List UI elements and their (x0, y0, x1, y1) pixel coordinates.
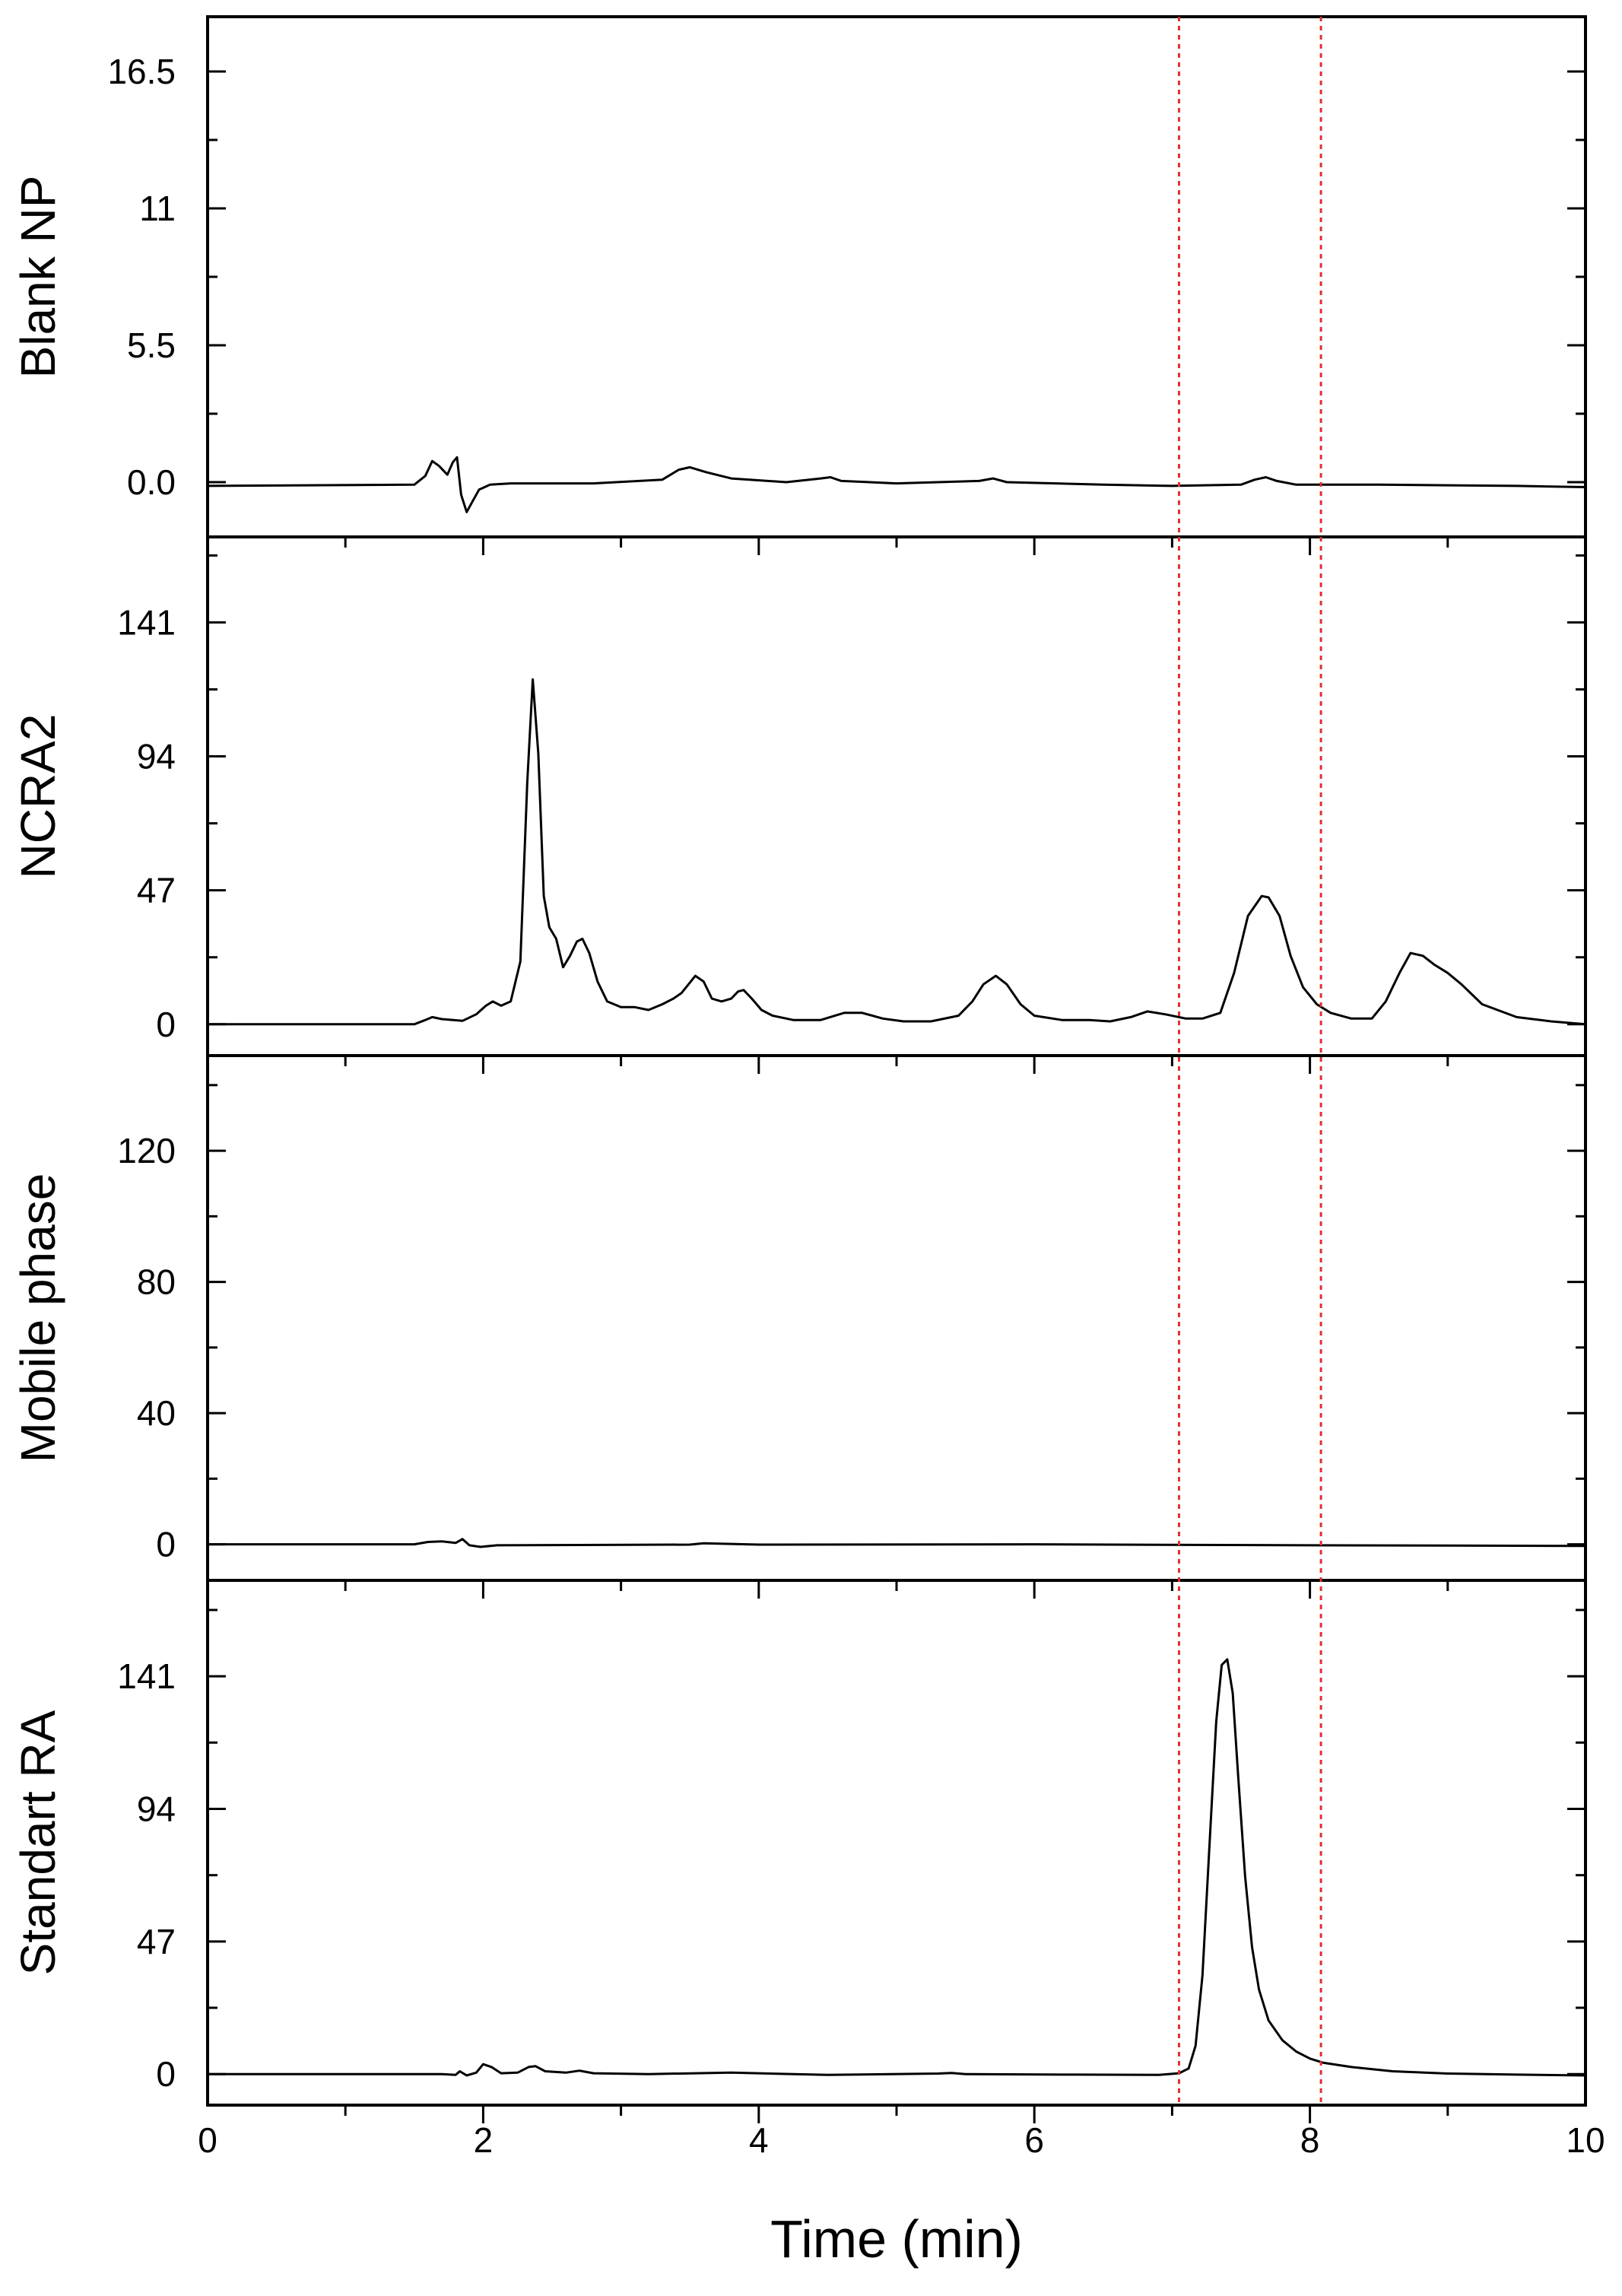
panel-frame (206, 535, 1587, 1057)
chromatogram-line-1 (208, 678, 1586, 1026)
y-tick-label: 0 (156, 1005, 176, 1044)
panel-frame (206, 15, 1587, 538)
x-tick-label: 6 (1024, 2120, 1044, 2160)
y-tick-label: 0 (156, 2054, 176, 2094)
panel-y-axis-label: Mobile phase (11, 1173, 65, 1463)
y-tick-label: 94 (137, 1789, 176, 1828)
chromatogram-line-3 (208, 1658, 1586, 2077)
y-tick-label: 16.5 (107, 52, 176, 91)
y-tick-label: 120 (117, 1131, 176, 1170)
x-tick-label: 2 (474, 2120, 494, 2160)
panel-frame (206, 1579, 1587, 2107)
y-tick-label: 94 (137, 737, 176, 776)
chromatogram-line-0 (207, 456, 1586, 513)
y-tick-label: 47 (137, 1922, 176, 1961)
x-tick-label: 0 (198, 2120, 217, 2160)
x-tick-label: 4 (749, 2120, 769, 2160)
y-tick-label: 5.5 (127, 326, 176, 365)
y-tick-label: 80 (137, 1262, 176, 1302)
y-tick-label: 40 (137, 1393, 176, 1433)
y-tick-label: 11 (139, 189, 176, 228)
y-tick-label: 0.0 (127, 462, 176, 502)
y-tick-label: 47 (137, 871, 176, 910)
x-axis-label: Time (min) (770, 2209, 1023, 2269)
y-tick-label: 0 (156, 1525, 176, 1564)
x-tick-label: 10 (1566, 2120, 1605, 2160)
y-tick-label: 141 (117, 1656, 176, 1696)
panel-y-axis-label: Blank NP (11, 176, 65, 379)
panel-y-axis-label: Standart RA (11, 1710, 65, 1975)
y-tick-label: 141 (117, 602, 176, 642)
x-tick-label: 8 (1300, 2120, 1320, 2160)
panel-y-axis-label: NCRA2 (11, 714, 65, 879)
chromatogram-line-2 (208, 1538, 1586, 1548)
panel-frame (206, 1054, 1587, 1582)
